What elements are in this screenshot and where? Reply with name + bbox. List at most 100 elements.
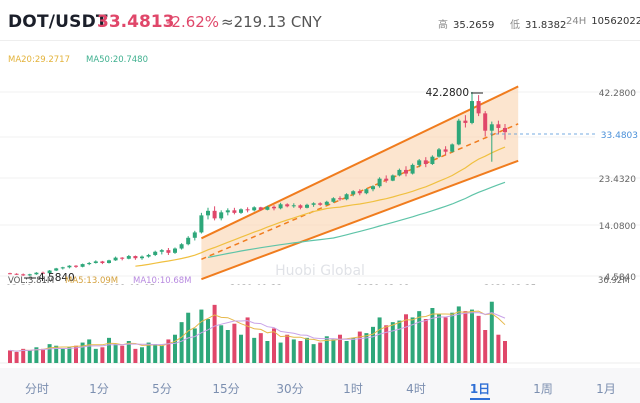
volume-bar[interactable]: [456, 306, 461, 363]
candle-body[interactable]: [100, 261, 105, 264]
volume-bar[interactable]: [390, 322, 395, 363]
tab-time-share[interactable]: 分时: [24, 382, 50, 396]
volume-bar[interactable]: [206, 319, 210, 363]
candle-body[interactable]: [219, 212, 224, 219]
volume-bar[interactable]: [14, 352, 19, 363]
volume-bar[interactable]: [278, 342, 283, 363]
candle-body[interactable]: [331, 198, 336, 202]
candle-body[interactable]: [443, 149, 448, 152]
candle-body[interactable]: [371, 186, 375, 190]
candle-body[interactable]: [437, 149, 441, 157]
volume-bar[interactable]: [107, 337, 111, 363]
volume-bar[interactable]: [153, 344, 158, 363]
volume-bar[interactable]: [245, 317, 250, 363]
volume-bar[interactable]: [291, 339, 296, 363]
volume-bar[interactable]: [305, 337, 309, 363]
vol-legend[interactable]: VOL:3.81M: [8, 276, 55, 286]
volume-bar[interactable]: [331, 339, 336, 363]
volume-bar[interactable]: [87, 339, 92, 363]
tab-15min[interactable]: 15分: [212, 382, 240, 396]
volume-bar[interactable]: [357, 331, 362, 363]
candle-body[interactable]: [470, 101, 474, 123]
candle-body[interactable]: [74, 265, 78, 267]
volume-bar[interactable]: [258, 333, 263, 363]
candle-body[interactable]: [206, 210, 210, 216]
volume-bar[interactable]: [311, 344, 316, 363]
volume-bar[interactable]: [133, 348, 138, 363]
ma20-legend[interactable]: MA20:29.2717: [8, 55, 70, 65]
volume-bar[interactable]: [8, 350, 12, 363]
volume-bar[interactable]: [173, 334, 177, 363]
volume-bar[interactable]: [285, 334, 290, 363]
volume-bar[interactable]: [463, 311, 468, 363]
candle-body[interactable]: [423, 160, 428, 165]
candle-body[interactable]: [54, 268, 59, 271]
candle-body[interactable]: [212, 210, 217, 219]
volume-bar[interactable]: [140, 347, 144, 363]
candle-body[interactable]: [417, 160, 422, 165]
tab-30min[interactable]: 30分: [276, 382, 304, 396]
candle-body[interactable]: [27, 274, 32, 276]
volume-bar[interactable]: [74, 345, 78, 363]
volume-bar[interactable]: [21, 348, 26, 363]
volume-bar[interactable]: [67, 347, 72, 363]
candle-body[interactable]: [80, 264, 85, 267]
candle-body[interactable]: [239, 209, 243, 213]
candle-body[interactable]: [140, 256, 144, 259]
volume-bar[interactable]: [232, 323, 237, 363]
candle-body[interactable]: [456, 120, 461, 145]
volume-bar[interactable]: [146, 342, 151, 363]
volume-bar[interactable]: [199, 309, 204, 363]
volume-chart[interactable]: [0, 285, 640, 365]
candle-body[interactable]: [133, 256, 138, 259]
candle-body[interactable]: [166, 250, 171, 253]
volume-bar[interactable]: [252, 337, 257, 363]
candle-body[interactable]: [318, 203, 323, 205]
volume-bar[interactable]: [351, 337, 356, 363]
volume-bar[interactable]: [450, 312, 455, 363]
candle-body[interactable]: [397, 169, 402, 176]
candle-body[interactable]: [67, 265, 72, 268]
candle-body[interactable]: [463, 120, 468, 123]
volume-bar[interactable]: [80, 342, 85, 363]
candle-body[interactable]: [113, 257, 118, 261]
volume-bar[interactable]: [113, 344, 118, 363]
candle-body[interactable]: [338, 198, 342, 200]
candle-body[interactable]: [47, 270, 52, 274]
tab-1week[interactable]: 1周: [533, 382, 553, 396]
candle-body[interactable]: [60, 267, 65, 269]
tab-1hour[interactable]: 1时: [343, 382, 363, 396]
volume-bar[interactable]: [397, 320, 402, 363]
candle-body[interactable]: [126, 256, 131, 259]
candle-body[interactable]: [390, 175, 395, 181]
volume-bar[interactable]: [166, 339, 171, 363]
candle-body[interactable]: [364, 189, 369, 194]
volume-bar[interactable]: [364, 333, 369, 363]
volume-bar[interactable]: [483, 330, 488, 363]
candle-body[interactable]: [377, 178, 382, 187]
candle-body[interactable]: [384, 178, 389, 181]
volume-bar[interactable]: [496, 334, 501, 363]
candle-body[interactable]: [107, 260, 111, 264]
volume-bar[interactable]: [344, 341, 349, 363]
candle-body[interactable]: [192, 232, 197, 238]
volume-bar[interactable]: [126, 341, 131, 363]
candle-body[interactable]: [41, 272, 45, 274]
volume-bar[interactable]: [41, 348, 45, 363]
candle-body[interactable]: [351, 191, 356, 195]
volume-bar[interactable]: [60, 348, 65, 363]
candle-body[interactable]: [252, 207, 257, 211]
volume-bar[interactable]: [503, 341, 507, 363]
tab-1day[interactable]: 1日: [469, 382, 491, 396]
volume-bar[interactable]: [377, 317, 382, 363]
volume-bar[interactable]: [384, 325, 389, 363]
volume-bar[interactable]: [470, 309, 474, 363]
candle-body[interactable]: [476, 101, 481, 114]
volume-bar[interactable]: [225, 330, 230, 363]
volume-bar[interactable]: [430, 308, 435, 363]
tab-1min[interactable]: 1分: [89, 382, 109, 396]
volume-bar[interactable]: [265, 341, 270, 363]
candle-body[interactable]: [450, 144, 455, 152]
candle-body[interactable]: [34, 272, 39, 275]
vol-ma10-legend[interactable]: MA10:10.68M: [133, 276, 192, 286]
